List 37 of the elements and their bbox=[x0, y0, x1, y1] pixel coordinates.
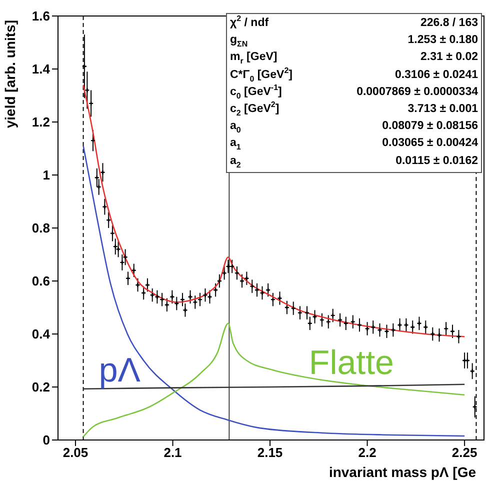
y-tick-label: 1 bbox=[42, 168, 50, 183]
x-tick-label: 2.2 bbox=[358, 445, 376, 460]
x-tick-label: 2.1 bbox=[164, 445, 182, 460]
x-tick-label: 2.15 bbox=[257, 445, 283, 460]
annotation: χ$^{2}$ / ndf bbox=[230, 14, 269, 31]
series-label: pΛ bbox=[98, 352, 141, 390]
annotation: a$_{0}$ bbox=[230, 119, 241, 136]
annotation: a$_{1}$ bbox=[230, 136, 241, 153]
annotation: 0.0115 ± 0.0162 bbox=[396, 154, 478, 169]
y-tick-label: 0.6 bbox=[32, 274, 50, 289]
y-tick-label: 1.4 bbox=[32, 62, 51, 77]
x-axis-title: invariant mass pΛ [Ge bbox=[328, 464, 476, 480]
y-tick-label: 0.4 bbox=[32, 326, 51, 342]
annotation: c$_{2}$ [GeV$^{2}$] bbox=[230, 100, 280, 118]
annotation: 3.713 ± 0.001 bbox=[408, 102, 478, 118]
y-axis-title: yield [arb. units] bbox=[2, 20, 18, 128]
x-tick-label: 2.25 bbox=[452, 445, 478, 460]
x-tick-label: 2.05 bbox=[62, 445, 88, 460]
y-tick-label: 0.8 bbox=[32, 220, 50, 236]
annotation: 0.3106 ± 0.0241 bbox=[394, 68, 478, 83]
y-tick-label: 1.6 bbox=[32, 8, 50, 24]
y-tick-label: 0 bbox=[42, 432, 50, 448]
y-tick-label: 1.2 bbox=[32, 114, 50, 130]
annotation: C*Γ$_{0}$ [GeV$^{2}$] bbox=[230, 66, 292, 84]
line-series bbox=[82, 322, 466, 438]
annotation: 0.08079 ± 0.08156 bbox=[382, 119, 478, 134]
annotation: m$_{r}$ [GeV] bbox=[230, 50, 278, 67]
annotation: 0.0007869 ± 0.0000334 bbox=[356, 84, 478, 100]
annotation: c$_{0}$ [GeV$^{-1}$] bbox=[230, 82, 282, 101]
annotation: 0.03065 ± 0.00424 bbox=[382, 136, 478, 152]
annotation: a$_{2}$ bbox=[230, 154, 241, 170]
annotation: 2.31 ± 0.02 bbox=[420, 50, 478, 66]
series-label: Flatte bbox=[308, 344, 394, 382]
y-tick-label: 0.2 bbox=[32, 380, 50, 395]
annotation: 226.8 / 163 bbox=[420, 16, 478, 31]
annotation: 1.253 ± 0.180 bbox=[408, 33, 478, 48]
annotation: g$_{ΣN}$ bbox=[230, 33, 248, 50]
